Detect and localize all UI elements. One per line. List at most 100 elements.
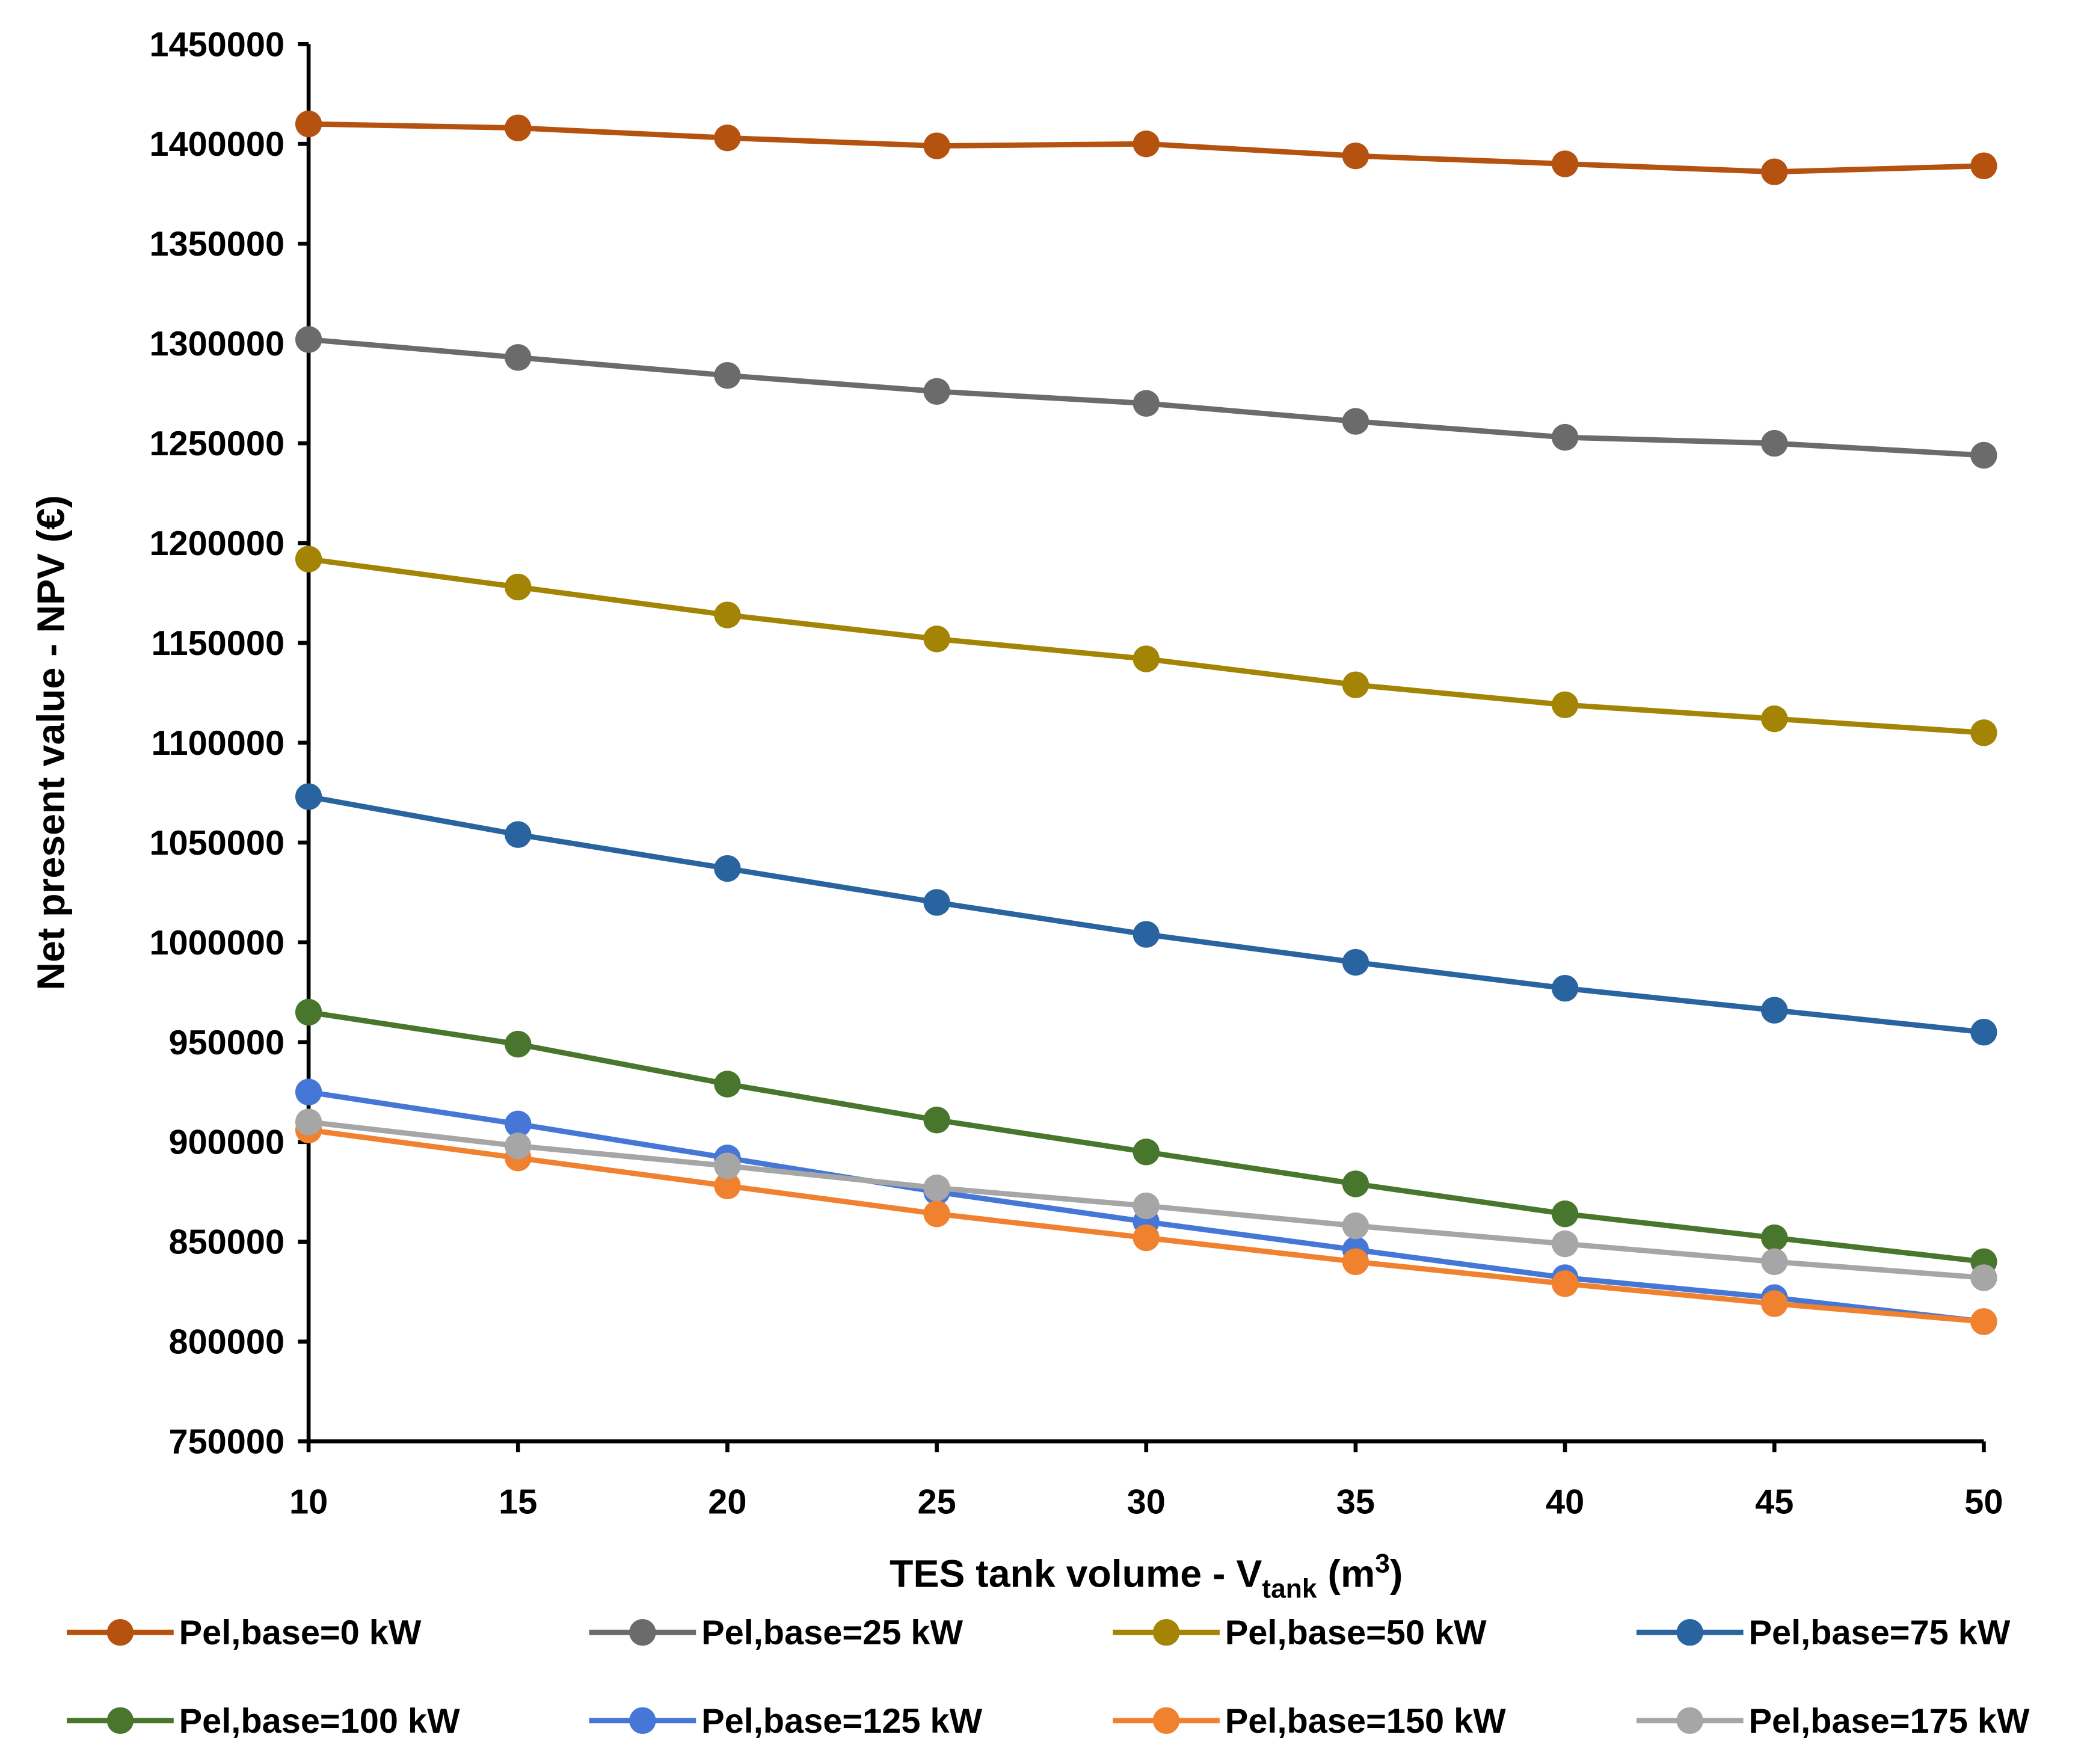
x-label-part: (m [1317, 1552, 1376, 1596]
data-point [714, 362, 741, 389]
data-point [923, 889, 950, 916]
data-point [1551, 150, 1579, 177]
legend-marker [1676, 1619, 1703, 1646]
data-point [1551, 1200, 1579, 1228]
data-point [295, 326, 322, 353]
y-tick-label: 1250000 [149, 425, 284, 463]
data-point [295, 110, 322, 138]
data-point [505, 1132, 532, 1160]
y-tick-label: 1450000 [149, 25, 284, 64]
data-point [295, 545, 322, 573]
data-point [923, 1200, 950, 1228]
x-tick-label: 25 [917, 1483, 956, 1522]
y-tick-label: 1300000 [149, 325, 284, 363]
x-label-sup: 3 [1375, 1549, 1390, 1578]
y-tick-label: 1200000 [149, 524, 284, 563]
data-point [295, 998, 322, 1026]
data-point [505, 1030, 532, 1058]
data-point [295, 1078, 322, 1105]
data-point [1342, 1170, 1369, 1197]
data-point [1342, 408, 1369, 435]
data-point [295, 783, 322, 810]
data-point [1342, 1212, 1369, 1240]
x-tick-label: 30 [1127, 1483, 1166, 1522]
data-point [1970, 1264, 1997, 1291]
y-axis-label: Net present value - NPV (€) [29, 495, 73, 990]
data-point [1133, 1139, 1160, 1166]
x-label-sub: tank [1262, 1574, 1317, 1603]
x-tick-label: 20 [708, 1483, 746, 1522]
x-tick-label: 10 [289, 1483, 328, 1522]
data-point [1133, 645, 1160, 672]
data-point [1342, 671, 1369, 698]
legend-marker [106, 1619, 134, 1646]
data-point [714, 1172, 741, 1199]
y-tick-label: 1150000 [152, 624, 285, 663]
data-point [923, 1107, 950, 1134]
data-point [1551, 1270, 1579, 1297]
data-point [1761, 1248, 1788, 1276]
legend-label: Pel,base=150 kW [1225, 1702, 1506, 1741]
data-point [714, 601, 741, 628]
data-point [1342, 948, 1369, 976]
data-point [505, 1110, 532, 1138]
data-point [1761, 1224, 1788, 1252]
data-point [1133, 1192, 1160, 1220]
legend-marker [629, 1619, 656, 1646]
data-point [1970, 1308, 1997, 1335]
data-point [1551, 691, 1579, 719]
legend-label: Pel,base=75 kW [1748, 1614, 2010, 1652]
data-point [1342, 1248, 1369, 1276]
y-tick-label: 1050000 [149, 824, 284, 862]
y-tick-label: 900000 [168, 1123, 284, 1162]
x-axis-label: TES tank volume - Vtank (m3) [890, 1549, 1403, 1603]
y-tick-label: 850000 [168, 1223, 284, 1262]
legend-marker [106, 1707, 134, 1735]
data-point [1761, 158, 1788, 185]
data-point [1970, 441, 1997, 469]
legend-marker [629, 1707, 656, 1735]
x-tick-label: 50 [1964, 1483, 2003, 1522]
data-point [714, 124, 741, 152]
y-tick-label: 1100000 [152, 724, 285, 763]
data-point [923, 132, 950, 159]
data-point [1761, 705, 1788, 733]
legend-marker [1676, 1707, 1703, 1735]
data-point [923, 625, 950, 653]
x-label-part: ) [1390, 1552, 1403, 1596]
data-point [505, 573, 532, 601]
legend-label: Pel,base=100 kW [179, 1702, 460, 1741]
data-point [1133, 131, 1160, 158]
data-point [1551, 423, 1579, 451]
x-tick-label: 40 [1546, 1483, 1584, 1522]
data-point [1761, 429, 1788, 457]
data-point [1551, 974, 1579, 1002]
x-tick-label: 15 [499, 1483, 537, 1522]
y-tick-label: 1000000 [149, 924, 284, 962]
legend-marker [1152, 1619, 1180, 1646]
data-point [714, 1071, 741, 1098]
legend-label: Pel,base=25 kW [701, 1614, 963, 1652]
y-tick-label: 950000 [168, 1024, 284, 1062]
data-point [1970, 719, 1997, 746]
legend-label: Pel,base=0 kW [179, 1614, 422, 1652]
y-tick-label: 1400000 [149, 125, 284, 164]
data-point [1133, 390, 1160, 417]
y-tick-label: 1350000 [149, 225, 284, 263]
legend-label: Pel,base=50 kW [1225, 1614, 1487, 1652]
data-point [1342, 142, 1369, 170]
legend-marker [1152, 1707, 1180, 1735]
data-point [1970, 152, 1997, 179]
data-point [1551, 1230, 1579, 1258]
x-label-part: TES tank volume - V [890, 1552, 1262, 1596]
legend-label: Pel,base=125 kW [701, 1702, 982, 1741]
series-line [308, 794, 1984, 1035]
legend-label: Pel,base=175 kW [1748, 1702, 2029, 1741]
data-point [1970, 1018, 1997, 1046]
data-point [923, 1174, 950, 1202]
data-point [505, 821, 532, 848]
data-point [1133, 921, 1160, 948]
data-point [295, 1108, 322, 1136]
data-point [1761, 997, 1788, 1024]
data-point [714, 855, 741, 882]
